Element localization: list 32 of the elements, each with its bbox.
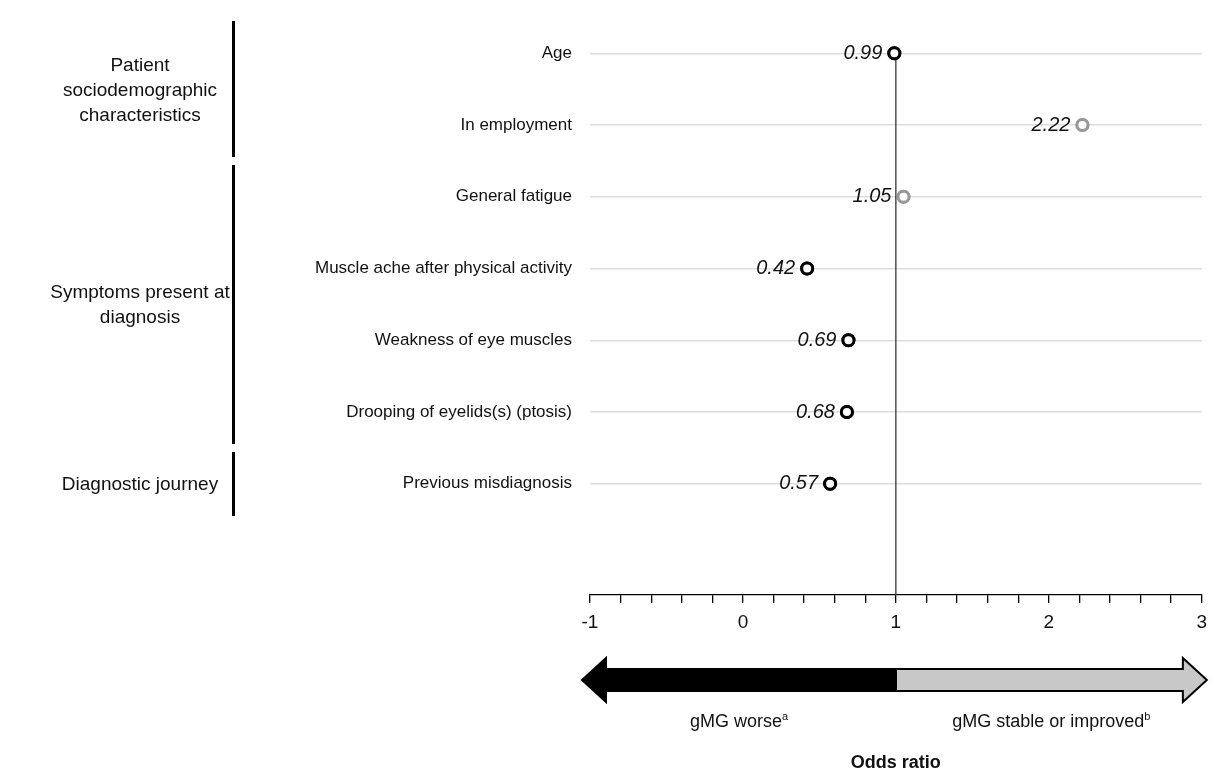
data-label: 0.69 <box>797 327 837 350</box>
y-tick-label: In employment <box>460 114 573 134</box>
x-tick-label: 0 <box>737 610 749 632</box>
text: Symptoms present at diagnosis <box>50 280 230 330</box>
point <box>896 189 911 204</box>
data-label: 2.22 <box>1030 112 1071 135</box>
y-tick-label: General fatigue <box>455 186 572 206</box>
text: Odds ratio <box>850 752 941 773</box>
x-tick-label: 2 <box>1043 610 1055 632</box>
data-label: 1.05 <box>852 184 893 207</box>
x-tick-label: 3 <box>1196 610 1208 632</box>
data-label: 0.42 <box>756 256 796 279</box>
text: gMG stable or improved$^{b}$ <box>952 710 1151 732</box>
y-tick-label: Muscle ache after physical activity <box>315 258 573 278</box>
y-tick-label: Weakness of eye muscles <box>374 329 572 349</box>
x-tick-label: -1 <box>581 610 599 632</box>
y-tick-label: Previous misdiagnosis <box>402 473 572 493</box>
point <box>887 46 902 61</box>
point <box>841 333 856 348</box>
point <box>800 261 815 276</box>
data-label: 0.68 <box>795 399 835 422</box>
text: gMG worse$^{a}$ <box>689 710 789 732</box>
y-tick-label: Drooping of eyelids(s) (ptosis) <box>346 401 572 421</box>
text: Diagnostic journey <box>60 472 220 497</box>
x-tick-label: 1 <box>890 610 902 632</box>
data-label: 0.99 <box>843 40 883 63</box>
text: Patient sociodemographic characteristics <box>61 52 219 127</box>
point <box>1075 118 1090 133</box>
point <box>823 476 838 491</box>
data-label: 0.57 <box>779 471 819 494</box>
point <box>839 405 854 420</box>
y-tick-label: Age <box>541 43 572 62</box>
